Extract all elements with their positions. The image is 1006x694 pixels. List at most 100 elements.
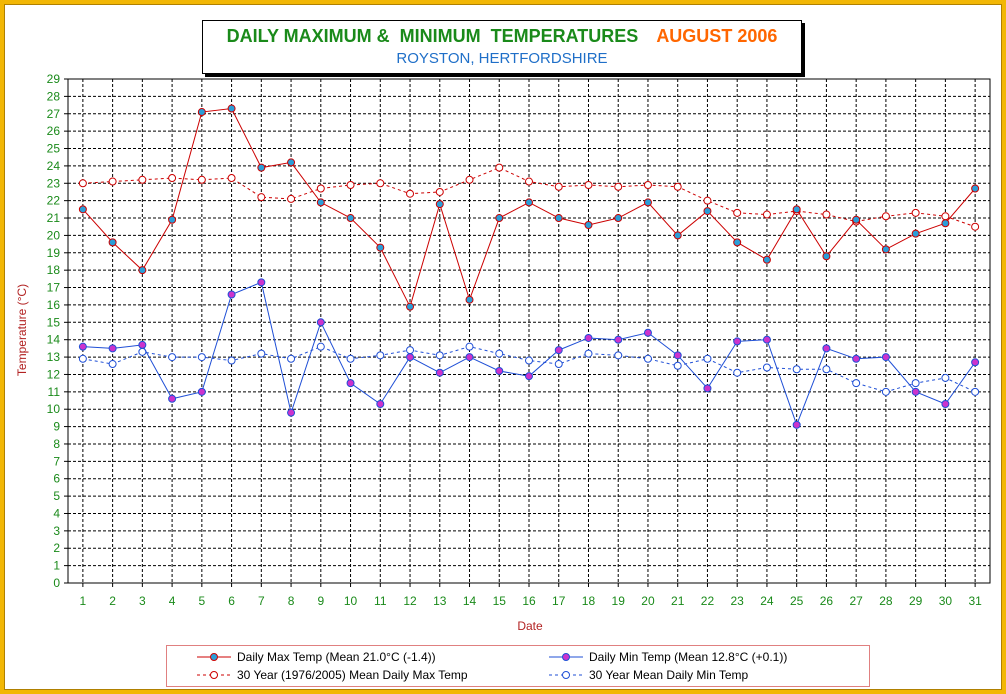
point-min30 <box>495 349 504 358</box>
point-min30 <box>227 356 236 365</box>
point-max30 <box>287 194 296 203</box>
x-tick-label: 23 <box>731 594 745 608</box>
series-group <box>78 104 980 429</box>
y-tick-label: 0 <box>53 576 60 590</box>
point-min <box>941 399 950 408</box>
point-max <box>495 214 504 223</box>
point-max30 <box>703 196 712 205</box>
point-min <box>971 358 980 367</box>
point-max <box>673 231 682 240</box>
point-min <box>346 379 355 388</box>
point-max <box>762 255 771 264</box>
point-min <box>762 335 771 344</box>
x-tick-label: 13 <box>433 594 447 608</box>
legend: Daily Max Temp (Mean 21.0°C (-1.4)) Dail… <box>166 645 870 687</box>
y-tick-label: 9 <box>53 420 60 434</box>
point-min <box>881 353 890 362</box>
point-min30 <box>465 342 474 351</box>
y-tick-label: 19 <box>47 246 61 260</box>
point-max30 <box>762 210 771 219</box>
point-max <box>822 252 831 261</box>
point-min <box>316 318 325 327</box>
x-tick-label: 27 <box>849 594 863 608</box>
point-min30 <box>673 361 682 370</box>
point-max <box>257 163 266 172</box>
x-tick-label: 15 <box>493 594 507 608</box>
point-max <box>465 295 474 304</box>
y-tick-label: 2 <box>53 541 60 555</box>
legend-swatch-min30 <box>549 671 583 679</box>
point-min30 <box>78 354 87 363</box>
legend-label-min: Daily Min Temp (Mean 12.8°C (+0.1)) <box>589 650 788 664</box>
point-max30 <box>316 184 325 193</box>
point-max <box>941 219 950 228</box>
x-tick-label: 4 <box>169 594 176 608</box>
point-min30 <box>316 342 325 351</box>
y-tick-label: 8 <box>53 437 60 451</box>
point-min30 <box>287 354 296 363</box>
point-min <box>643 328 652 337</box>
y-tick-label: 7 <box>53 454 60 468</box>
point-min <box>822 344 831 353</box>
point-max30 <box>971 222 980 231</box>
point-max30 <box>584 181 593 190</box>
y-tick-label: 4 <box>53 506 60 520</box>
point-min30 <box>792 365 801 374</box>
point-min30 <box>168 353 177 362</box>
point-max <box>911 229 920 238</box>
point-max30 <box>78 179 87 188</box>
point-min <box>108 344 117 353</box>
point-min <box>673 351 682 360</box>
point-min30 <box>435 351 444 360</box>
x-tick-label: 11 <box>374 594 387 608</box>
point-max30 <box>227 174 236 183</box>
point-min30 <box>643 354 652 363</box>
x-tick-label: 1 <box>80 594 87 608</box>
y-tick-label: 14 <box>47 333 61 347</box>
x-tick-label: 3 <box>139 594 146 608</box>
point-min <box>852 354 861 363</box>
x-tick-label: 31 <box>968 594 982 608</box>
point-max <box>792 205 801 214</box>
x-tick-label: 10 <box>344 594 358 608</box>
x-tick-label: 5 <box>198 594 205 608</box>
point-max <box>525 198 533 207</box>
legend-label-max30: 30 Year (1976/2005) Mean Daily Max Temp <box>237 668 468 682</box>
x-tick-label: 14 <box>463 594 477 608</box>
point-min <box>138 340 147 349</box>
point-min <box>406 353 415 362</box>
legend-swatch-max30 <box>197 671 231 679</box>
point-min <box>257 278 266 287</box>
x-tick-label: 8 <box>288 594 295 608</box>
y-tick-labels: 0123456789101112131415161718192021222324… <box>47 72 61 590</box>
point-max <box>881 245 890 254</box>
point-max <box>733 238 742 247</box>
point-min30 <box>257 349 266 358</box>
x-tick-label: 18 <box>582 594 596 608</box>
point-min30 <box>971 387 980 396</box>
point-max30 <box>257 193 266 202</box>
point-min <box>495 366 504 375</box>
x-tick-label: 17 <box>552 594 566 608</box>
point-max <box>971 184 980 193</box>
point-max30 <box>495 163 504 172</box>
point-min <box>584 333 593 342</box>
title-box: DAILY MAXIMUM & MINIMUM TEMPERATURES AUGU… <box>202 20 802 74</box>
point-max <box>554 214 563 223</box>
point-min30 <box>703 354 712 363</box>
y-tick-label: 22 <box>47 194 61 208</box>
point-max30 <box>108 177 117 186</box>
point-max <box>346 214 355 223</box>
point-max <box>703 207 712 216</box>
x-tick-label: 28 <box>879 594 893 608</box>
point-min30 <box>911 379 920 388</box>
legend-item-max30: 30 Year (1976/2005) Mean Daily Max Temp <box>197 668 468 682</box>
point-max30 <box>614 182 623 191</box>
legend-label-max: Daily Max Temp (Mean 21.0°C (-1.4)) <box>237 650 436 664</box>
point-max <box>376 243 385 252</box>
point-max30 <box>822 210 831 219</box>
point-max <box>316 198 325 207</box>
y-tick-label: 27 <box>47 107 61 121</box>
y-tick-label: 23 <box>47 176 61 190</box>
